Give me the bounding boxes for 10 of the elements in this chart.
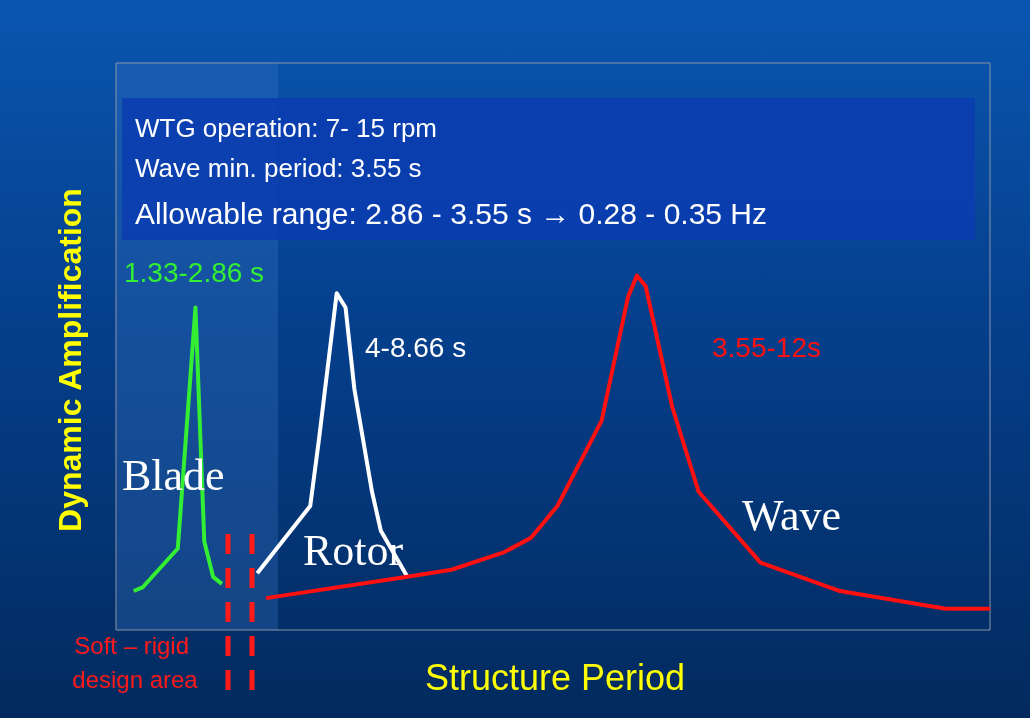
text: Wave min. period: 3.55 s (135, 153, 422, 183)
text: Allowable range: 2.86 - 3.55 s → 0.28 - 0.35 Hz (135, 196, 768, 230)
y-axis-title: Dynamic Amplification (52, 188, 88, 532)
text: WTG operation: 7- 15 rpm (135, 113, 437, 143)
x-axis-title: Structure Period (424, 656, 686, 698)
series-label: Wave (742, 490, 842, 540)
annotation: 4-8.66 s (365, 331, 467, 363)
annotation: 1.33-2.86 s (124, 256, 265, 288)
annotation: 3.55-12s (712, 331, 821, 363)
text: Soft – rigid design area (72, 631, 199, 693)
